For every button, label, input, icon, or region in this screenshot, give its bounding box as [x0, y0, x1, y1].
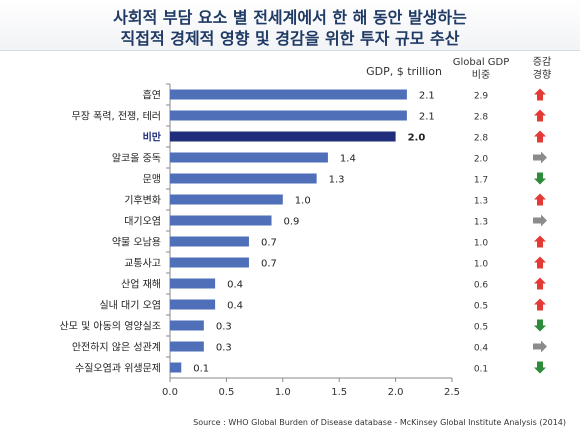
global-gdp-share: 1.0	[474, 260, 489, 270]
trend-right-arrow-icon	[533, 214, 547, 227]
trend-down-arrow-icon	[534, 319, 546, 332]
x-tick-label: 2.5	[444, 387, 460, 398]
global-gdp-share: 2.9	[474, 92, 489, 102]
category-label: 안전하지 않은 성관계	[72, 341, 161, 354]
global-gdp-share: 2.8	[474, 113, 489, 123]
global-gdp-share: 0.5	[474, 302, 488, 312]
bar	[170, 110, 407, 121]
value-label: 0.4	[227, 280, 243, 291]
source-note: Source : WHO Global Burden of Disease da…	[193, 418, 566, 427]
category-label: 약물 오남용	[112, 237, 161, 249]
trend-right-arrow-icon	[533, 340, 547, 353]
category-label: 알코올 중독	[112, 153, 161, 165]
x-tick-label: 1.0	[275, 387, 291, 398]
global-gdp-header-line-2: 비중	[471, 70, 491, 81]
value-label: 0.9	[284, 217, 300, 228]
bar	[170, 152, 328, 163]
value-label: 0.1	[193, 364, 209, 375]
title-banner: 사회적 부담 요소 별 전세계에서 한 해 동안 발생하는 직접적 경제적 영향…	[0, 0, 580, 51]
global-gdp-share: 0.1	[474, 365, 488, 375]
bar	[170, 299, 216, 310]
category-label: 흡연	[143, 89, 161, 102]
global-gdp-share: 1.3	[474, 197, 488, 207]
bar	[170, 215, 272, 226]
category-label: 수질오염과 위생문제	[75, 362, 161, 375]
trend-header-line-1: 증감	[532, 57, 552, 68]
category-label: 대기오염	[124, 216, 161, 228]
category-label: 교통사고	[124, 258, 161, 270]
value-label: 0.4	[227, 301, 243, 312]
value-label: 0.7	[261, 259, 277, 270]
value-label: 1.3	[329, 175, 345, 186]
bar	[170, 341, 204, 352]
trend-up-arrow-icon	[534, 109, 546, 122]
value-label: 2.1	[419, 112, 435, 123]
trend-right-arrow-icon	[533, 151, 547, 164]
bar	[170, 257, 249, 268]
x-tick-label: 0.0	[162, 387, 178, 398]
global-gdp-share: 0.6	[474, 281, 489, 291]
trend-down-arrow-icon	[534, 172, 546, 185]
value-label: 2.1	[419, 91, 435, 102]
trend-header: 증감 경향	[522, 56, 562, 82]
trend-header-line-2: 경향	[532, 70, 552, 81]
chart-title-line-1: 사회적 부담 요소 별 전세계에서 한 해 동안 발생하는	[113, 8, 467, 27]
trend-up-arrow-icon	[534, 235, 546, 248]
trend-up-arrow-icon	[534, 130, 546, 143]
bar	[170, 194, 283, 205]
bar	[170, 89, 407, 100]
category-label: 실내 대기 오염	[99, 300, 161, 312]
trend-down-arrow-icon	[534, 361, 546, 374]
bar	[170, 173, 317, 184]
global-gdp-share: 0.5	[474, 323, 488, 333]
global-gdp-share: 1.7	[474, 176, 488, 186]
chart-title-line-2: 직접적 경제적 영향 및 경감을 위한 투자 규모 추산	[120, 29, 460, 48]
category-label: 무장 폭력, 전쟁, 테러	[72, 111, 162, 123]
global-gdp-header: Global GDP 비중	[440, 56, 522, 82]
trend-up-arrow-icon	[534, 88, 546, 101]
global-gdp-share: 1.3	[474, 218, 488, 228]
value-label: 0.3	[216, 343, 232, 354]
category-label: 문맹	[143, 174, 161, 186]
value-label: 0.3	[216, 322, 232, 333]
global-gdp-header-line-1: Global GDP	[452, 57, 510, 68]
value-label: 2.0	[408, 133, 426, 144]
x-tick-label: 2.0	[388, 387, 404, 398]
value-label: 1.4	[340, 154, 356, 165]
global-gdp-share: 0.4	[474, 344, 489, 354]
trend-up-arrow-icon	[534, 256, 546, 269]
x-tick-label: 1.5	[331, 387, 347, 398]
global-gdp-share: 2.8	[474, 134, 489, 144]
bar	[170, 320, 204, 331]
global-gdp-share: 2.0	[474, 155, 489, 165]
bar	[170, 131, 396, 142]
trend-up-arrow-icon	[534, 277, 546, 290]
bar	[170, 278, 216, 289]
x-tick-label: 0.5	[218, 387, 234, 398]
category-label: 기후변화	[124, 195, 161, 207]
trend-up-arrow-icon	[534, 193, 546, 206]
bar	[170, 362, 182, 373]
value-label: 1.0	[295, 196, 311, 207]
gdp-axis-header: GDP, $ trillion	[366, 65, 442, 78]
bar	[170, 236, 249, 247]
category-label: 산업 재해	[121, 278, 161, 291]
trend-up-arrow-icon	[534, 298, 546, 311]
value-label: 0.7	[261, 238, 277, 249]
global-gdp-share: 1.0	[474, 239, 489, 249]
category-label: 산모 및 아동의 영양실조	[59, 321, 161, 333]
category-label: 비만	[143, 131, 162, 144]
